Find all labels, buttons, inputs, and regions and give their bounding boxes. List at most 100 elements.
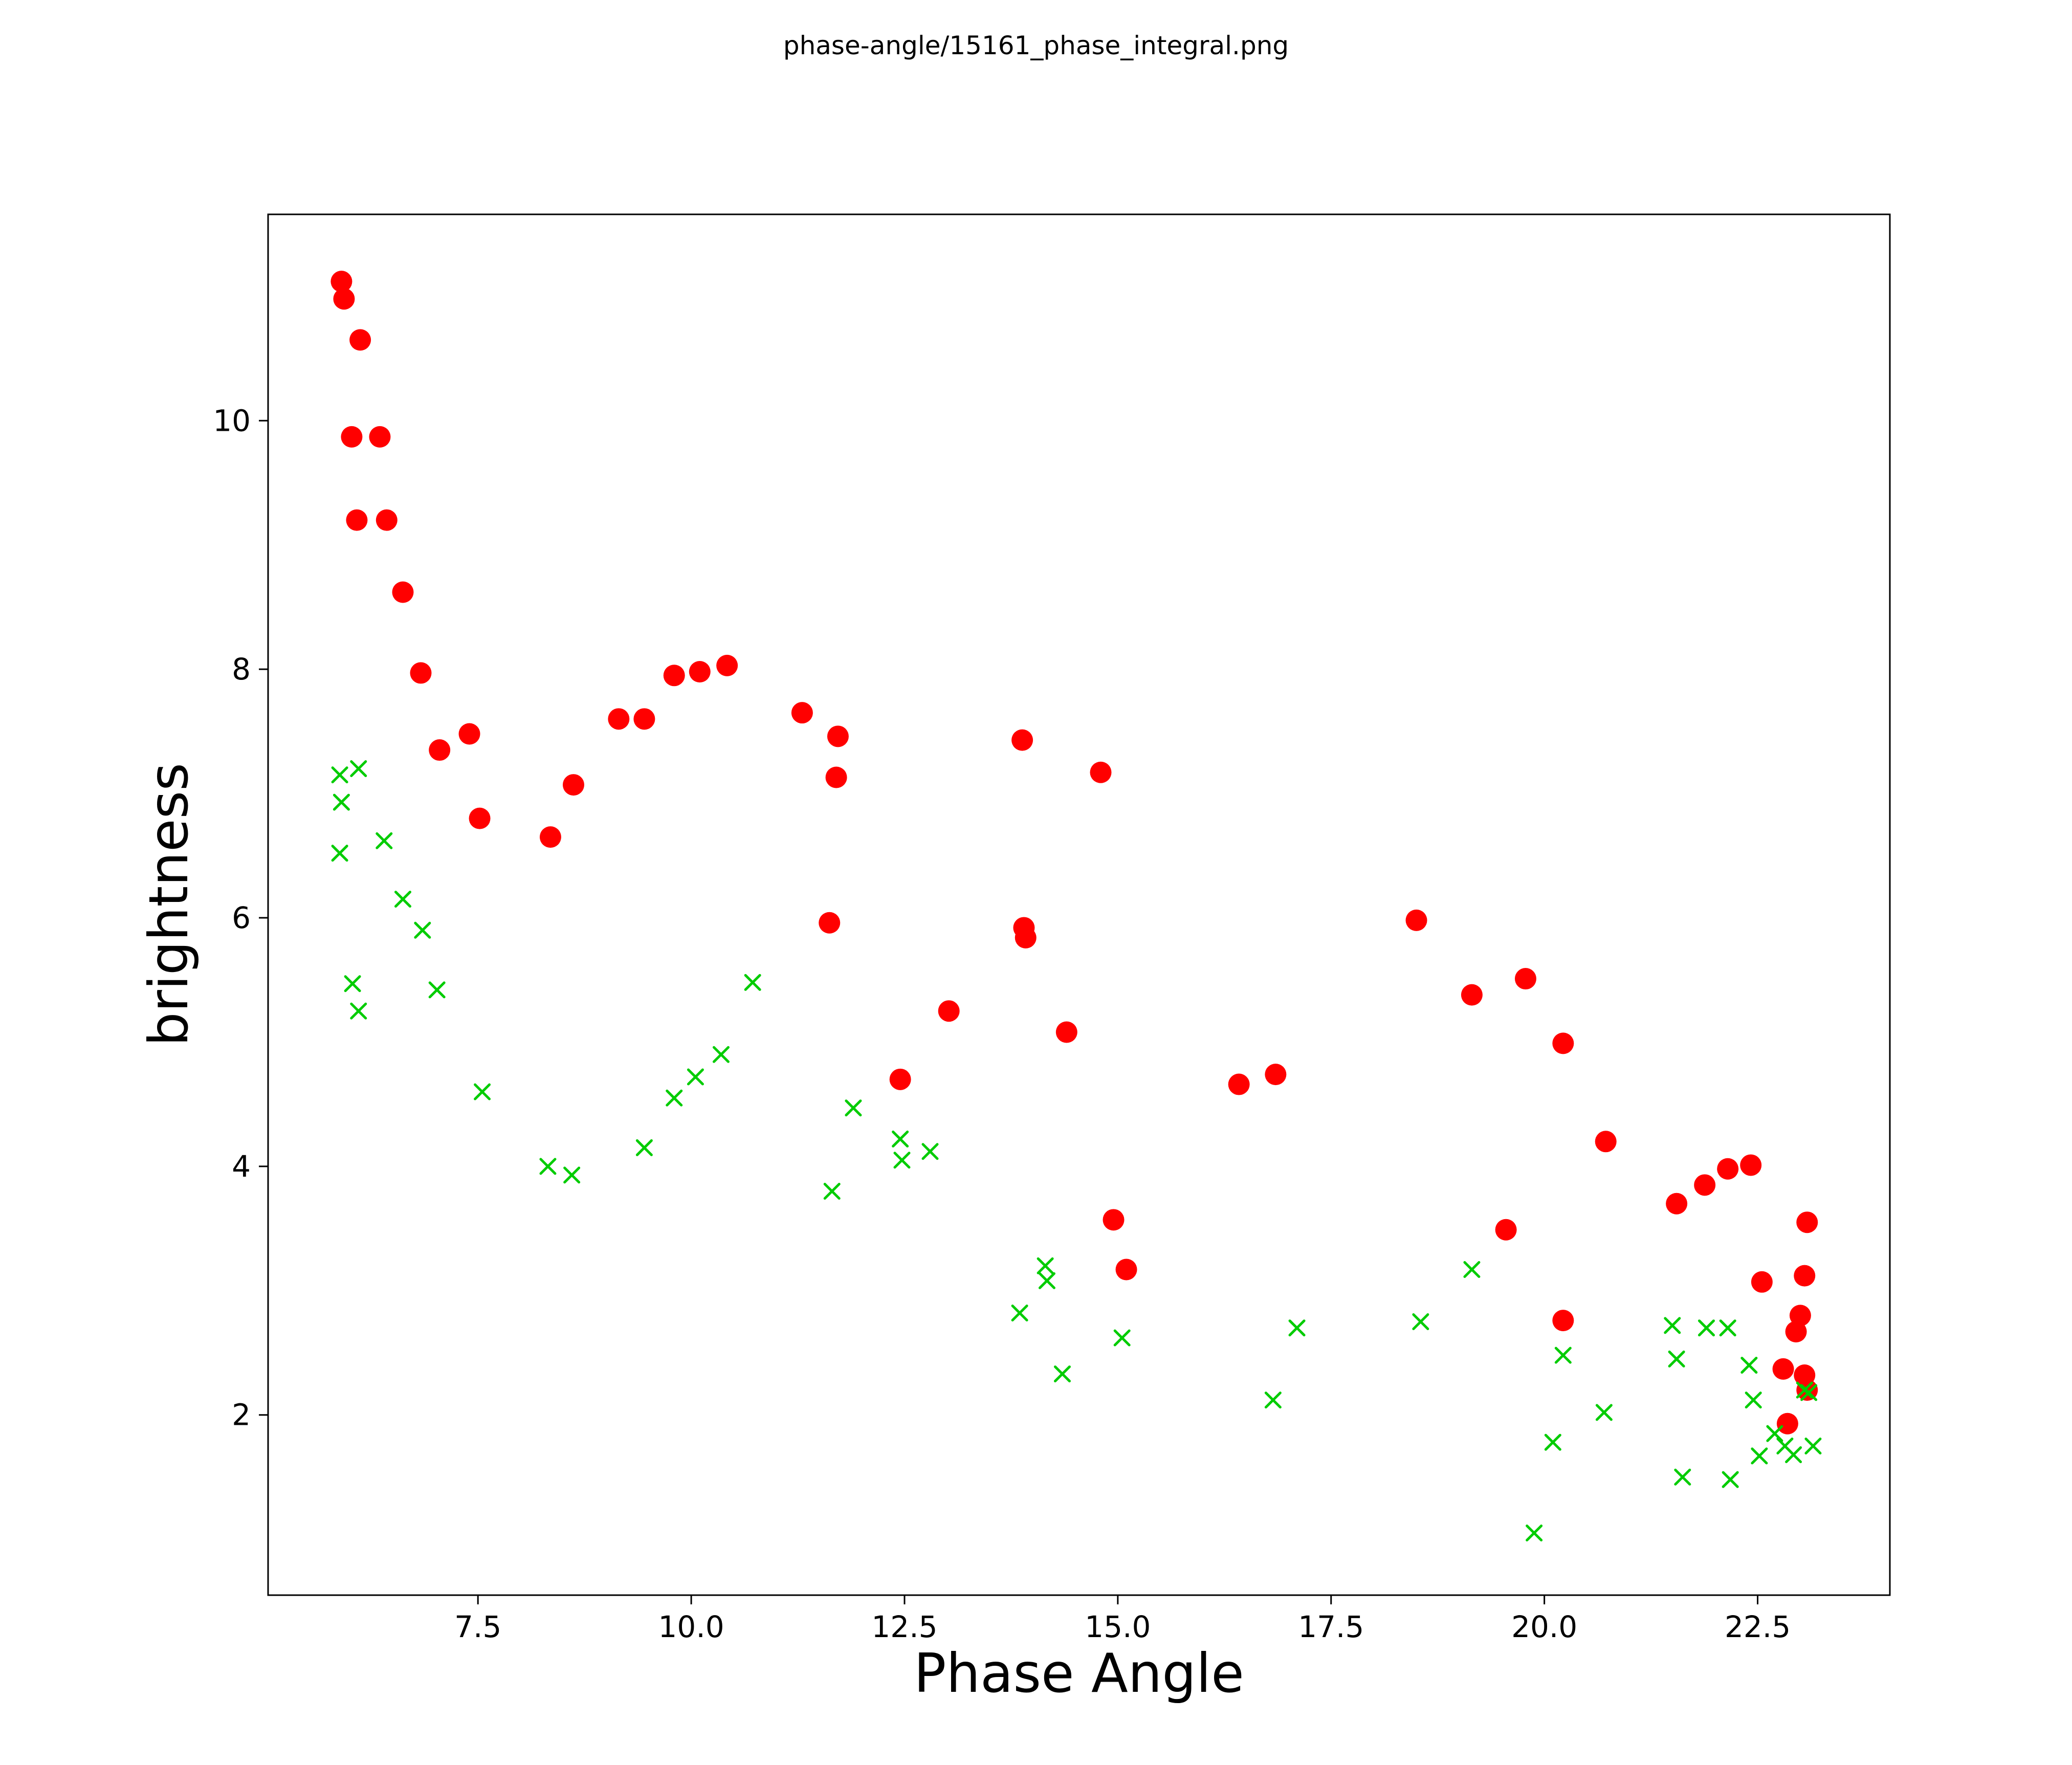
red-circles-marker: [1796, 1211, 1818, 1233]
y-tick-label: 8: [232, 652, 251, 687]
green-crosses-marker: [1674, 1468, 1691, 1486]
green-crosses-marker: [563, 1166, 581, 1184]
green-crosses-marker: [350, 760, 367, 777]
green-crosses-marker: [845, 1099, 862, 1117]
green-crosses-marker: [474, 1083, 491, 1100]
green-crosses-marker: [350, 1002, 367, 1020]
green-crosses-marker: [1544, 1433, 1561, 1451]
y-axis-label: brightness: [138, 763, 200, 1046]
red-circles-marker: [1794, 1265, 1816, 1287]
green-crosses-marker: [744, 974, 761, 991]
red-circles-marker: [1789, 1305, 1811, 1327]
red-circles-marker: [1103, 1209, 1125, 1231]
green-crosses-marker: [1412, 1313, 1429, 1331]
green-crosses-marker: [1722, 1471, 1739, 1488]
green-crosses-marker: [712, 1046, 730, 1063]
green-crosses-marker: [333, 793, 350, 811]
green-crosses-marker: [1664, 1317, 1681, 1334]
green-crosses-marker: [1751, 1447, 1768, 1465]
x-tick-label: 20.0: [1511, 1609, 1577, 1644]
red-circles-marker: [889, 1068, 911, 1090]
figure-title: phase-angle/15161_phase_integral.png: [783, 31, 1289, 60]
green-crosses-marker: [1800, 1384, 1818, 1401]
y-tick-label: 10: [213, 403, 251, 438]
green-crosses-marker: [1053, 1365, 1071, 1383]
red-circles-marker: [1785, 1320, 1807, 1342]
red-circles-marker: [1666, 1193, 1688, 1215]
green-crosses-marker: [1595, 1404, 1613, 1421]
red-circles-marker: [827, 725, 849, 747]
green-crosses-marker: [1463, 1261, 1481, 1278]
green-crosses-marker: [1113, 1329, 1131, 1347]
red-circles-marker: [1776, 1413, 1798, 1435]
red-circles-marker: [539, 826, 561, 848]
green-crosses-marker: [1740, 1357, 1758, 1374]
red-circles-marker: [330, 271, 352, 293]
green-crosses-marker: [1554, 1347, 1572, 1364]
red-circles-marker: [689, 660, 711, 682]
red-circles-marker: [1595, 1131, 1617, 1153]
green-crosses-marker: [1288, 1319, 1306, 1337]
green-crosses-marker: [428, 981, 446, 999]
red-circles-marker: [819, 912, 841, 934]
red-circles-marker: [1055, 1021, 1077, 1043]
x-tick-label: 12.5: [871, 1609, 937, 1644]
x-tick-label: 7.5: [454, 1609, 501, 1644]
green-crosses-marker: [1719, 1319, 1736, 1337]
green-crosses-marker: [376, 832, 393, 849]
green-crosses-marker: [666, 1089, 683, 1107]
x-tick-label: 10.0: [658, 1609, 724, 1644]
red-circles-marker: [1011, 729, 1033, 751]
green-crosses-marker: [539, 1158, 557, 1175]
red-circles-marker: [410, 662, 432, 684]
green-crosses-marker: [1804, 1437, 1822, 1454]
red-circles-marker: [1694, 1174, 1716, 1196]
red-circles-marker: [1552, 1032, 1574, 1054]
green-crosses-marker: [1037, 1257, 1054, 1274]
red-circles-marker: [458, 723, 480, 745]
red-circles-marker: [369, 426, 391, 448]
green-crosses-marker: [1011, 1305, 1028, 1322]
red-circles-marker: [1228, 1073, 1250, 1095]
green-crosses-marker: [823, 1182, 841, 1200]
red-circles-marker: [1772, 1358, 1794, 1380]
red-circles-marker: [469, 807, 491, 829]
x-axis-label: Phase Angle: [914, 1642, 1244, 1705]
y-tick-label: 2: [232, 1398, 251, 1432]
red-circles-marker: [346, 509, 368, 531]
red-circles-marker: [716, 654, 738, 676]
red-circles-marker: [1405, 909, 1427, 931]
red-circles-marker: [1265, 1064, 1287, 1086]
green-crosses-marker: [1776, 1437, 1794, 1454]
red-circles-marker: [349, 329, 371, 351]
green-crosses-marker: [1526, 1525, 1543, 1542]
x-tick-label: 22.5: [1725, 1609, 1791, 1644]
green-crosses-marker: [1745, 1392, 1762, 1409]
green-crosses-marker: [331, 766, 348, 784]
green-crosses-marker: [635, 1139, 653, 1156]
red-circles-marker: [1015, 926, 1037, 948]
red-circles-marker: [1115, 1259, 1137, 1281]
red-circles-marker: [341, 426, 363, 448]
red-circles-marker: [1495, 1219, 1517, 1241]
green-crosses-marker: [1264, 1392, 1282, 1409]
red-circles-marker: [333, 288, 355, 310]
green-crosses-marker: [331, 845, 348, 862]
red-circles-marker: [1090, 761, 1112, 783]
red-circles-marker: [608, 708, 630, 730]
red-circles-marker: [429, 739, 451, 761]
y-tick-label: 6: [232, 900, 251, 935]
green-crosses-marker: [1668, 1350, 1685, 1367]
red-circles-marker: [1717, 1158, 1739, 1180]
green-crosses-marker: [1038, 1272, 1055, 1289]
green-crosses-marker: [414, 921, 431, 939]
red-circles-marker: [1751, 1271, 1773, 1293]
red-circles-marker: [1552, 1310, 1574, 1332]
green-crosses-marker: [893, 1152, 911, 1169]
green-crosses-marker: [892, 1130, 909, 1148]
red-circles-marker: [562, 774, 584, 796]
red-circles-marker: [1514, 968, 1536, 990]
red-circles-marker: [938, 1000, 960, 1022]
